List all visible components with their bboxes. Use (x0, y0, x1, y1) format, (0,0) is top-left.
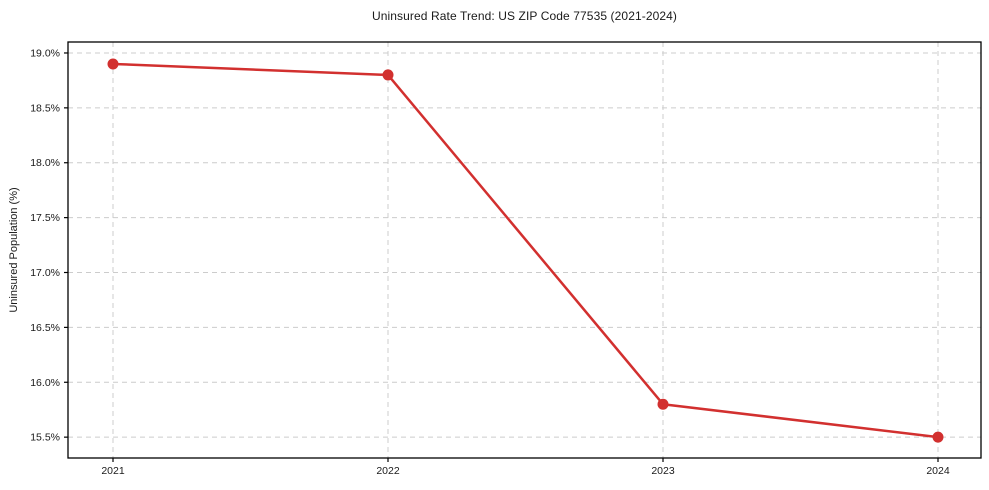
x-tick-label: 2022 (376, 465, 400, 477)
y-tick-label: 19.0% (30, 47, 60, 59)
y-tick-label: 17.0% (30, 267, 60, 279)
y-tick-label: 16.5% (30, 322, 60, 334)
y-tick-label: 16.0% (30, 377, 60, 389)
y-tick-label: 15.5% (30, 432, 60, 444)
x-tick-label: 2023 (651, 465, 675, 477)
plot-frame (67, 41, 982, 459)
data-point (932, 431, 944, 443)
x-tick-label: 2021 (101, 465, 125, 477)
data-point (657, 398, 669, 410)
data-line (111, 62, 940, 439)
chart-title: Uninsured Rate Trend: US ZIP Code 77535 … (371, 9, 678, 23)
plot-background (68, 42, 981, 458)
data-point (107, 58, 119, 70)
y-axis-label: Uninsured Population (%) (8, 187, 20, 313)
y-tick-label: 18.0% (30, 157, 60, 169)
data-point (382, 69, 394, 81)
y-tick-label: 17.5% (30, 212, 60, 224)
x-tick-label: 2024 (926, 465, 950, 477)
y-tick-label: 18.5% (30, 102, 60, 114)
